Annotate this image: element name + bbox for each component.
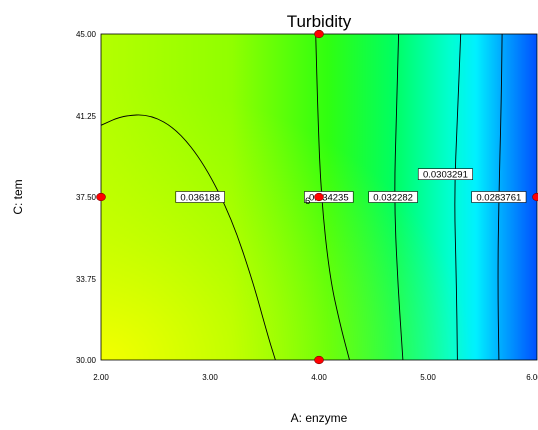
contour-line xyxy=(101,114,276,360)
contour-label-text: 0.0303291 xyxy=(423,170,468,181)
contour-label-box xyxy=(471,191,527,203)
contour-label-text: 0.032282 xyxy=(373,193,413,204)
design-point xyxy=(314,355,324,365)
x-axis-label: A: enzyme xyxy=(291,411,348,425)
y-tick-label: 41.25 xyxy=(76,112,97,121)
y-tick-label: 30.00 xyxy=(76,356,97,365)
x-tick-label: 4.00 xyxy=(311,373,327,382)
contour-label-box xyxy=(304,191,354,203)
x-tick-label: 6.00 xyxy=(526,373,538,382)
contour-line xyxy=(394,34,404,360)
x-tick-label: 5.00 xyxy=(420,373,436,382)
design-points xyxy=(96,29,538,365)
contour-label: 0.0303291 xyxy=(417,168,473,181)
y-axis: 30.00 33.75 37.50 41.25 45.00 C: tem xyxy=(11,30,97,365)
contour-label: 0.036188 xyxy=(175,191,225,204)
contour-label-box xyxy=(417,168,473,180)
design-point xyxy=(96,192,106,202)
y-tick-label: 33.75 xyxy=(76,275,97,284)
contour-label-box xyxy=(175,191,225,203)
contour-label-box xyxy=(368,191,418,203)
x-axis: 2.00 3.00 4.00 5.00 6.00 A: enzyme xyxy=(93,373,538,425)
contour-labels: 0.036188 0.034235 0.032282 0.0303291 0.02837… xyxy=(175,168,527,204)
contour-label: 0.0283761 xyxy=(471,191,527,204)
contour-label-text: 0.034235 xyxy=(309,193,349,204)
y-axis-label: C: tem xyxy=(11,179,25,214)
y-tick-label: 37.50 xyxy=(76,193,97,202)
chart-title: Turbidity xyxy=(287,12,352,31)
design-point xyxy=(314,29,324,39)
contour-line xyxy=(497,34,503,360)
contour-label-text: 0.0283761 xyxy=(476,193,521,204)
contour-label: 0.034235 xyxy=(304,191,354,204)
design-point xyxy=(314,192,324,202)
contour-label: 0.032282 xyxy=(368,191,418,204)
contour-label-text: 0.036188 xyxy=(180,193,220,204)
y-tick-label: 45.00 xyxy=(76,30,97,39)
contour-line xyxy=(454,34,462,360)
design-point xyxy=(532,192,538,202)
x-tick-label: 3.00 xyxy=(202,373,218,382)
center-point-count: 6 xyxy=(305,196,310,207)
x-tick-label: 2.00 xyxy=(93,373,109,382)
